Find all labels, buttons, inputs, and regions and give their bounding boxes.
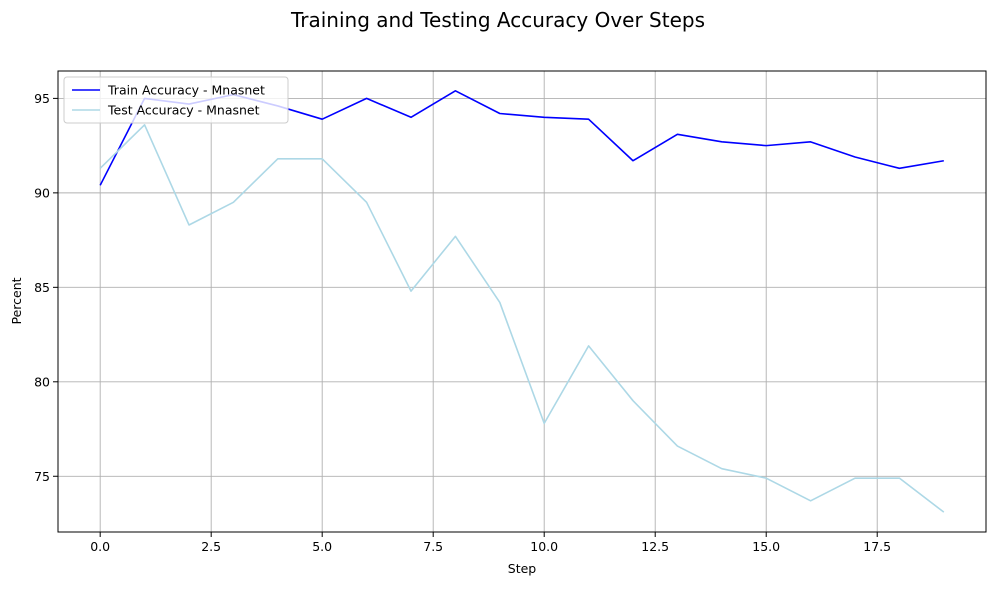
grid-lines <box>58 71 986 532</box>
x-tick-label: 7.5 <box>423 539 443 554</box>
legend-label: Train Accuracy - Mnasnet <box>107 83 265 98</box>
plot-lines <box>99 90 945 513</box>
y-tick-label: 85 <box>34 280 50 295</box>
x-tick-label: 17.5 <box>863 539 891 554</box>
x-tick-label: 12.5 <box>641 539 669 554</box>
legend: Train Accuracy - Mnasnet Test Accuracy - … <box>63 76 289 124</box>
chart-title: Training and Testing Accuracy Over Steps <box>290 8 705 32</box>
y-tick-label: 90 <box>34 185 50 200</box>
legend-label: Test Accuracy - Mnasnet <box>107 103 260 118</box>
x-tick-label: 10.0 <box>530 539 558 554</box>
y-axis-label: Percent <box>9 277 24 324</box>
legend-box <box>63 76 289 124</box>
y-axis-ticks: 75 80 85 90 95 <box>34 91 58 484</box>
y-tick-label: 80 <box>34 374 50 389</box>
y-tick-label: 95 <box>34 91 50 106</box>
y-tick-label: 75 <box>34 469 50 484</box>
x-tick-label: 5.0 <box>312 539 332 554</box>
x-tick-label: 15.0 <box>752 539 780 554</box>
plot-area-frame <box>57 70 987 533</box>
series-line-test <box>99 124 945 513</box>
x-axis-label: Step <box>508 561 537 576</box>
x-axis-ticks: 0.0 2.5 5.0 7.5 10.0 12.5 15.0 17.5 <box>90 532 891 554</box>
x-tick-label: 0.0 <box>90 539 110 554</box>
x-tick-label: 2.5 <box>201 539 221 554</box>
